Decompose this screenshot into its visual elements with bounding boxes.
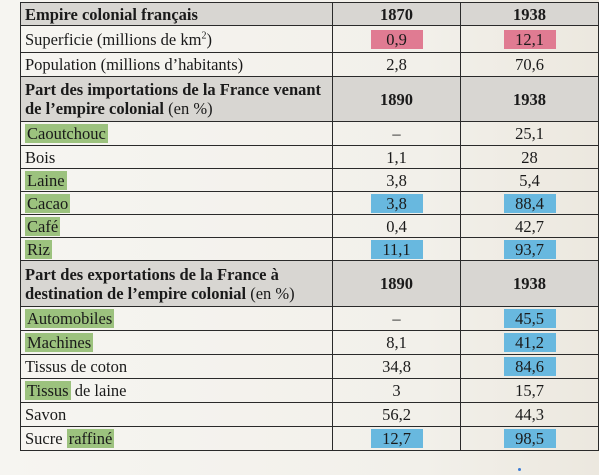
section-header-empire: Empire colonial français 1870 1938 (20, 2, 599, 26)
table-row: Cacao 3,8 88,4 (20, 191, 599, 215)
row-label: Savon (20, 402, 333, 427)
cell-value-highlighted: 12,7 (370, 429, 423, 448)
cell-value-highlighted: 84,6 (503, 357, 556, 376)
year-header: 1938 (460, 76, 599, 122)
table-row: Population (millions d’habitants) 2,8 70… (20, 52, 599, 77)
cell-value-highlighted: 0,9 (370, 29, 423, 49)
row-label-highlighted: Cacao (25, 193, 71, 213)
cell-value: – (332, 121, 461, 146)
cell-value-highlighted: 88,4 (503, 193, 556, 213)
row-label: Bois (20, 145, 333, 169)
cell-value-highlighted: 45,5 (503, 309, 556, 328)
cell-value: 56,2 (332, 402, 461, 427)
table-row: Savon 56,2 44,3 (20, 402, 599, 427)
year-header: 1890 (332, 76, 461, 122)
table-row: Automobiles – 45,5 (20, 306, 599, 331)
row-label: Sucre raffiné (20, 426, 333, 451)
row-label: Population (millions d’habitants) (20, 52, 333, 77)
cell-value: 0,4 (332, 214, 461, 238)
cell-value-highlighted: 3,8 (370, 193, 423, 213)
ink-dot (518, 468, 521, 471)
table-row: Laine 3,8 5,4 (20, 168, 599, 192)
row-label-highlighted: Laine (25, 170, 67, 190)
table-row: Sucre raffiné 12,7 98,5 (20, 426, 599, 451)
cell-value: 70,6 (460, 52, 599, 77)
section-title: Part des exportations de la France à des… (20, 260, 333, 307)
cell-value-highlighted: 11,1 (370, 239, 423, 259)
cell-value: 42,7 (460, 214, 599, 238)
row-label: Tissus de laine (20, 378, 333, 403)
table-row: Café 0,4 42,7 (20, 214, 599, 238)
row-label-highlighted: Caoutchouc (25, 124, 108, 143)
row-label-highlighted: Café (25, 216, 61, 236)
table-row: Superficie (millions de km2) 0,9 12,1 (20, 25, 599, 53)
table-row: Tissus de laine 3 15,7 (20, 378, 599, 403)
row-label: Tissus de coton (20, 354, 333, 379)
cell-value-highlighted: 41,2 (503, 333, 556, 352)
year-header: 1870 (332, 2, 461, 26)
year-header: 1890 (332, 260, 461, 307)
cell-value: 34,8 (332, 354, 461, 379)
section-header-exports: Part des exportations de la France à des… (20, 260, 599, 307)
table-row: Machines 8,1 41,2 (20, 330, 599, 355)
cell-value: 28 (460, 145, 599, 169)
cell-value: 1,1 (332, 145, 461, 169)
cell-value: 8,1 (332, 330, 461, 355)
table-row: Caoutchouc – 25,1 (20, 121, 599, 146)
section-title: Empire colonial français (20, 2, 333, 26)
cell-value: 5,4 (460, 168, 599, 192)
cell-value: 25,1 (460, 121, 599, 146)
cell-value-highlighted: 98,5 (503, 429, 556, 448)
row-label-highlighted: Machines (25, 333, 94, 352)
year-header: 1938 (460, 2, 599, 26)
cell-value: 15,7 (460, 378, 599, 403)
cell-value: 2,8 (332, 52, 461, 77)
cell-value-highlighted: 93,7 (503, 239, 556, 259)
colonial-empire-table: Empire colonial français 1870 1938 Super… (20, 2, 599, 451)
table-row: Riz 11,1 93,7 (20, 237, 599, 261)
section-header-imports: Part des importations de la France venan… (20, 76, 599, 122)
cell-value: 44,3 (460, 402, 599, 427)
table-row: Bois 1,1 28 (20, 145, 599, 169)
row-label-highlighted: Riz (25, 239, 52, 259)
section-title: Part des importations de la France venan… (20, 76, 333, 122)
row-label-highlighted: Automobiles (25, 309, 115, 328)
row-label: Superficie (millions de km2) (20, 25, 333, 53)
cell-value-highlighted: 12,1 (503, 29, 556, 49)
table-row: Tissus de coton 34,8 84,6 (20, 354, 599, 379)
cell-value: – (332, 306, 461, 331)
cell-value: 3,8 (332, 168, 461, 192)
year-header: 1938 (460, 260, 599, 307)
cell-value: 3 (332, 378, 461, 403)
